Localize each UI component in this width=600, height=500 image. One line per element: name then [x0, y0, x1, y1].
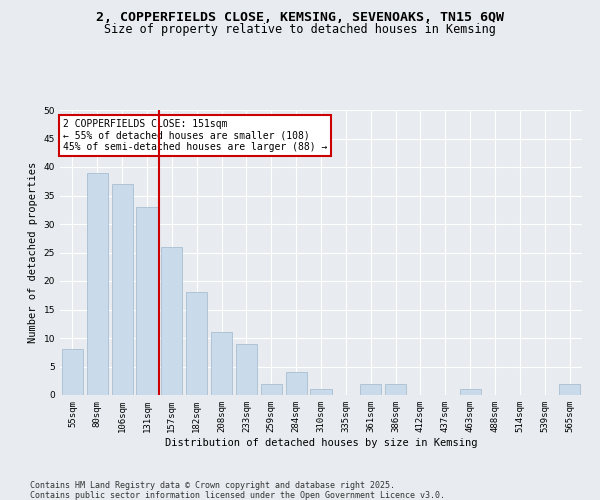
Text: Contains HM Land Registry data © Crown copyright and database right 2025.: Contains HM Land Registry data © Crown c… [30, 481, 395, 490]
Bar [236, 344, 257, 395]
Text: Size of property relative to detached houses in Kemsing: Size of property relative to detached ho… [104, 22, 496, 36]
Bar [62, 350, 83, 395]
Bar [385, 384, 406, 395]
Bar [286, 372, 307, 395]
Bar [161, 247, 182, 395]
Text: Contains public sector information licensed under the Open Government Licence v3: Contains public sector information licen… [30, 491, 445, 500]
Bar [112, 184, 133, 395]
Bar [186, 292, 207, 395]
Bar [559, 384, 580, 395]
Bar [136, 207, 158, 395]
Text: 2, COPPERFIELDS CLOSE, KEMSING, SEVENOAKS, TN15 6QW: 2, COPPERFIELDS CLOSE, KEMSING, SEVENOAK… [96, 11, 504, 24]
Bar [87, 172, 108, 395]
Bar [261, 384, 282, 395]
Bar [460, 390, 481, 395]
Bar [211, 332, 232, 395]
Bar [310, 390, 332, 395]
Text: 2 COPPERFIELDS CLOSE: 151sqm
← 55% of detached houses are smaller (108)
45% of s: 2 COPPERFIELDS CLOSE: 151sqm ← 55% of de… [62, 118, 327, 152]
Bar [360, 384, 381, 395]
X-axis label: Distribution of detached houses by size in Kemsing: Distribution of detached houses by size … [165, 438, 477, 448]
Y-axis label: Number of detached properties: Number of detached properties [28, 162, 38, 343]
